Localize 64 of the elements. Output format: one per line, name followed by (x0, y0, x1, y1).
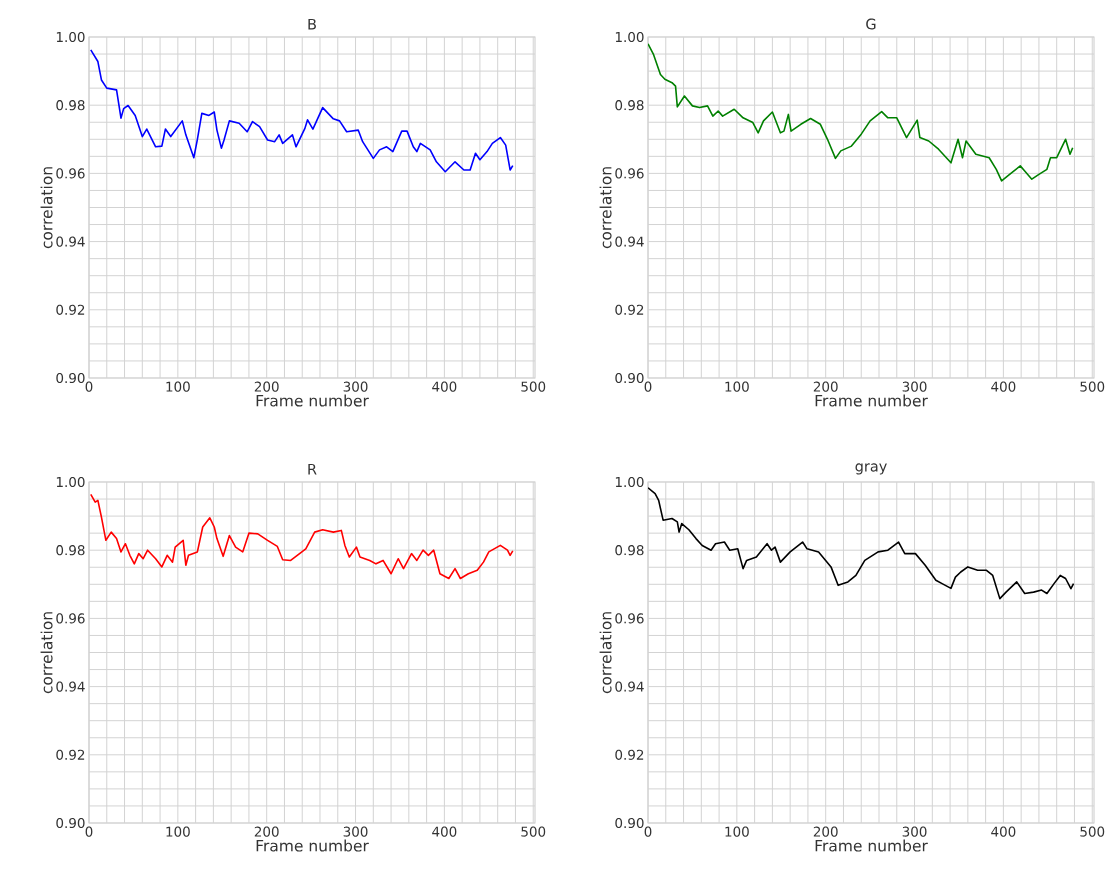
x-tick-label: 0 (85, 826, 93, 837)
x-axis-title: Frame number (256, 394, 369, 407)
x-tick-label: 500 (521, 381, 546, 392)
x-tick-label: 200 (813, 826, 838, 837)
y-tick-label: 0.98 (615, 545, 644, 556)
x-tick-label: 500 (1080, 826, 1105, 837)
y-tick-label: 0.96 (615, 613, 644, 624)
y-tick-label: 0.90 (56, 817, 85, 829)
x-tick-label: 400 (432, 826, 457, 837)
chart-title: G (866, 18, 876, 30)
x-tick-label: 300 (343, 381, 368, 392)
x-axis-title: Frame number (815, 839, 928, 852)
x-tick-label: 100 (166, 826, 190, 837)
y-tick-label: 0.90 (615, 372, 644, 384)
x-tick-label: 500 (521, 826, 546, 837)
y-axis-title: correlation (40, 612, 53, 694)
chart-title: B (308, 18, 316, 30)
x-tick-label: 0 (85, 381, 93, 392)
x-tick-label: 300 (343, 826, 368, 837)
y-tick-label: 0.92 (615, 304, 644, 315)
y-tick-label: 1.00 (56, 476, 85, 488)
y-axis-title: correlation (40, 167, 53, 249)
x-tick-label: 200 (254, 381, 279, 392)
x-tick-label: 100 (725, 381, 749, 392)
y-tick-label: 1.00 (56, 31, 85, 43)
y-tick-label: 0.92 (56, 304, 85, 315)
y-tick-label: 0.96 (615, 168, 644, 179)
chart-title: R (308, 463, 317, 475)
y-tick-label: 0.98 (56, 100, 85, 111)
y-tick-label: 0.90 (615, 817, 644, 829)
x-tick-label: 0 (644, 381, 652, 392)
y-tick-label: 0.94 (615, 236, 644, 247)
line-series (648, 43, 1074, 182)
x-tick-label: 300 (902, 826, 927, 837)
y-tick-label: 0.96 (56, 613, 85, 624)
x-tick-label: 0 (644, 826, 652, 837)
y-tick-label: 0.94 (615, 681, 644, 692)
y-axis-title: correlation (599, 612, 612, 694)
y-axis-title: correlation (599, 167, 612, 249)
y-tick-label: 0.94 (56, 236, 85, 247)
x-tick-label: 500 (1080, 381, 1105, 392)
y-tick-label: 1.00 (615, 476, 644, 488)
x-tick-label: 400 (432, 381, 457, 392)
y-tick-label: 1.00 (615, 31, 644, 43)
y-tick-label: 0.96 (56, 168, 85, 179)
line-series (89, 49, 514, 173)
y-tick-label: 0.92 (615, 749, 644, 760)
line-series (89, 493, 514, 580)
y-tick-label: 0.98 (56, 545, 85, 556)
x-tick-label: 200 (254, 826, 279, 837)
chart-title: gray (855, 463, 887, 475)
x-tick-label: 400 (991, 826, 1016, 837)
x-axis-title: Frame number (256, 839, 369, 852)
x-axis-title: Frame number (815, 394, 928, 407)
x-tick-label: 200 (813, 381, 838, 392)
y-tick-label: 0.94 (56, 681, 85, 692)
x-tick-label: 300 (902, 381, 927, 392)
x-tick-label: 400 (991, 381, 1016, 392)
line-series (648, 486, 1075, 600)
y-tick-label: 0.92 (56, 749, 85, 760)
x-tick-label: 100 (725, 826, 749, 837)
y-tick-label: 0.90 (56, 372, 85, 384)
y-tick-label: 0.98 (615, 100, 644, 111)
x-tick-label: 100 (166, 381, 190, 392)
